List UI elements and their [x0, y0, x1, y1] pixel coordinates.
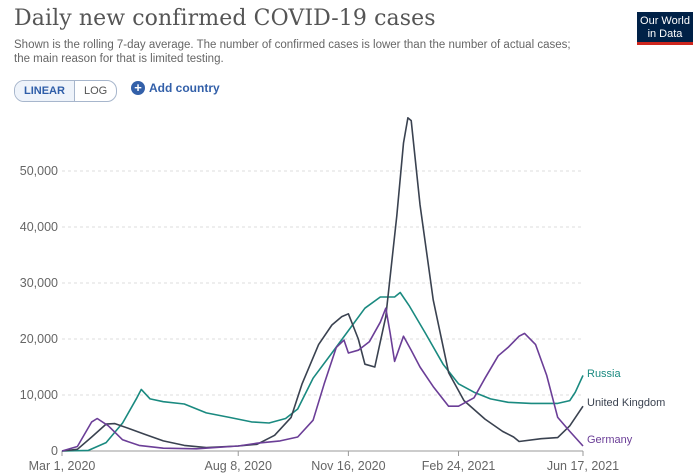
logo-line-2: in Data — [647, 28, 683, 40]
series-label: Germany — [587, 434, 633, 446]
y-tick-label: 50,000 — [20, 164, 58, 178]
chart-subtitle: Shown is the rolling 7-day average. The … — [14, 38, 614, 66]
y-tick-label: 40,000 — [20, 220, 58, 234]
x-tick-label: Feb 24, 2021 — [422, 459, 496, 473]
plus-circle-icon: + — [131, 81, 145, 95]
x-tick-label: Aug 8, 2020 — [205, 459, 272, 473]
our-world-in-data-logo[interactable]: Our World in Data — [637, 12, 693, 45]
x-tick-label: Nov 16, 2020 — [311, 459, 385, 473]
series-line-germany — [61, 307, 584, 452]
add-country-label: Add country — [149, 81, 220, 95]
y-tick-label: 10,000 — [20, 388, 58, 402]
y-tick-label: 0 — [51, 444, 58, 458]
series-line-russia — [61, 291, 584, 452]
add-country-button[interactable]: + Add country — [131, 81, 220, 95]
chart-title: Daily new confirmed COVID-19 cases — [14, 6, 436, 31]
scale-toggle: LINEAR LOG — [14, 80, 118, 102]
logo-line-1: Our World — [640, 15, 690, 27]
x-tick-label: Jun 17, 2021 — [547, 459, 619, 473]
linear-scale-button[interactable]: LINEAR — [15, 81, 75, 101]
subtitle-line-1: Shown is the rolling 7-day average. The … — [14, 39, 571, 51]
subtitle-line-2: the main reason for that is limited test… — [14, 53, 224, 65]
x-tick-label: Mar 1, 2020 — [29, 459, 96, 473]
log-scale-button[interactable]: LOG — [83, 85, 108, 97]
series-line-united-kingdom — [61, 117, 584, 452]
series-label: United Kingdom — [587, 397, 665, 409]
series-label: Russia — [587, 368, 622, 380]
y-tick-label: 20,000 — [20, 332, 58, 346]
y-tick-label: 30,000 — [20, 276, 58, 290]
